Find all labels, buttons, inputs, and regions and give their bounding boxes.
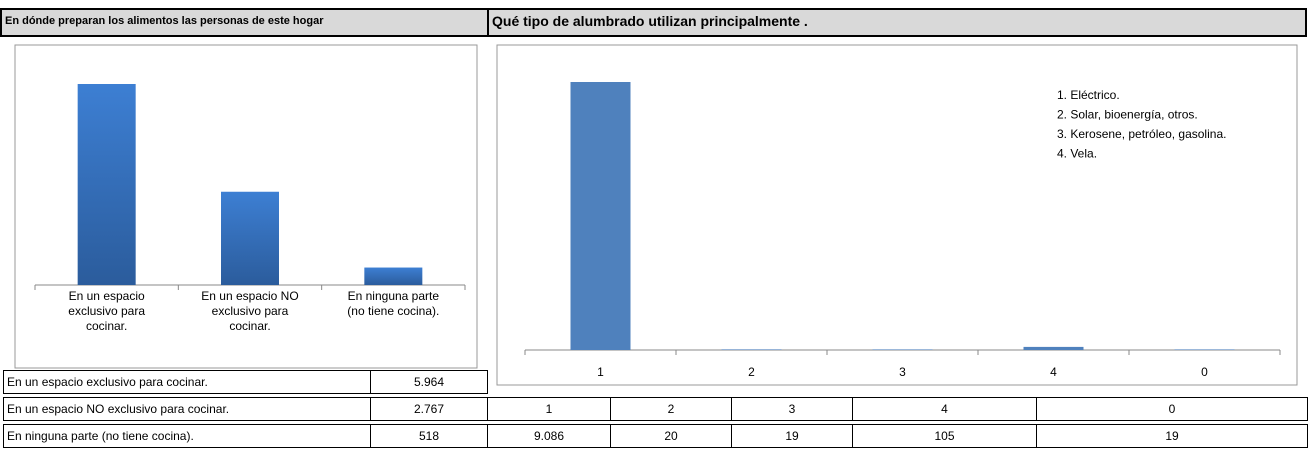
x-tick-label: 4 <box>1050 365 1057 379</box>
bar <box>872 349 933 350</box>
bar <box>721 349 782 350</box>
x-tick-label: 0 <box>1201 365 1208 379</box>
col-header: 2 <box>610 397 732 421</box>
bar <box>364 267 423 285</box>
legend-note: 2. Solar, bioenergía, otros. <box>1057 108 1198 122</box>
bar <box>1174 349 1235 350</box>
col-header: 3 <box>731 397 853 421</box>
col-value: 105 <box>852 424 1037 448</box>
legend-note: 4. Vela. <box>1057 147 1097 161</box>
col-value: 20 <box>610 424 732 448</box>
row-label: En un espacio NO exclusivo para cocinar. <box>3 397 371 421</box>
section-title: Qué tipo de alumbrado utilizan principal… <box>487 8 1307 37</box>
x-tick-label: 1 <box>597 365 604 379</box>
x-tick-label: En un espacio NO exclusivo para cocinar. <box>201 289 298 333</box>
col-value: 19 <box>1036 424 1308 448</box>
row-label: En ninguna parte (no tiene cocina). <box>3 424 371 448</box>
row-value: 518 <box>370 424 488 448</box>
x-tick-label: En un espacio exclusivo para cocinar. <box>68 289 145 333</box>
section-title: En dónde preparan los alimentos las pers… <box>0 8 489 37</box>
bar <box>570 82 631 350</box>
x-tick-label: 2 <box>748 365 755 379</box>
legend-note: 3. Kerosene, petróleo, gasolina. <box>1057 127 1226 141</box>
bar <box>221 191 279 285</box>
row-label: En un espacio exclusivo para cocinar. <box>3 370 371 394</box>
row-value: 2.767 <box>370 397 488 421</box>
col-header: 4 <box>852 397 1037 421</box>
col-value: 9.086 <box>487 424 611 448</box>
bar <box>1023 346 1084 350</box>
x-tick-label: 3 <box>899 365 906 379</box>
col-header: 0 <box>1036 397 1308 421</box>
x-tick-label: En ninguna parte (no tiene cocina). <box>347 289 439 318</box>
col-value: 19 <box>731 424 853 448</box>
legend-note: 1. Eléctrico. <box>1057 88 1120 102</box>
row-value: 5.964 <box>370 370 488 394</box>
col-header: 1 <box>487 397 611 421</box>
bar <box>77 84 136 285</box>
